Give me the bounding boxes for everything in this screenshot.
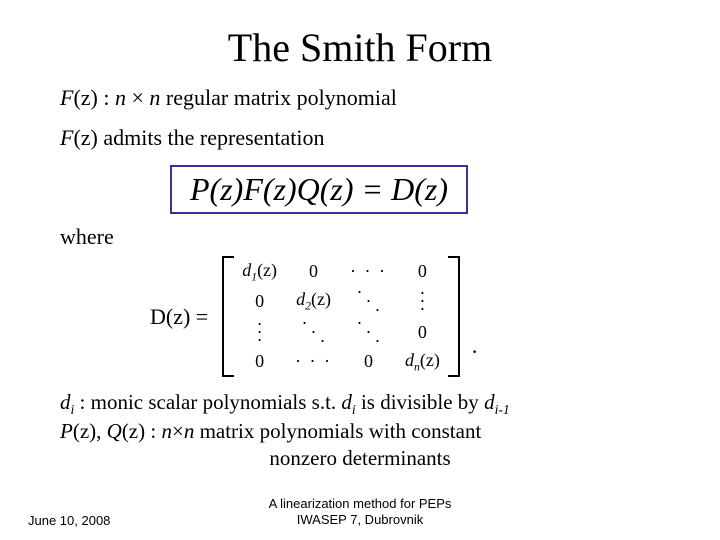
matrix-body: d1(z) 0 · · · 0 0 d2(z) · · · ··· ··· · … (234, 256, 448, 377)
cell-11: d1(z) (242, 260, 277, 284)
cell-34: 0 (418, 322, 427, 343)
arg-z: (z) (73, 85, 97, 110)
x: × (172, 419, 184, 443)
footer-date: June 10, 2008 (28, 513, 110, 528)
where-label: where (60, 224, 660, 250)
footer-mid1: A linearization method for PEPs (269, 496, 452, 511)
cell-44: dn(z) (405, 350, 440, 374)
footer: June 10, 2008 A linearization method for… (0, 496, 720, 529)
sym-n2: n (149, 85, 160, 110)
cell-21: 0 (255, 291, 264, 312)
cell-24: ··· (419, 289, 425, 313)
cell-33: · · · (357, 319, 381, 346)
definitions: di : monic scalar polynomials s.t. di is… (60, 389, 660, 471)
P: P (60, 419, 73, 443)
def-line-3: nonzero determinants (60, 445, 660, 471)
definition-line-2: F(z) admits the representation (60, 125, 660, 151)
di: d (60, 390, 71, 414)
def-line-1: di : monic scalar polynomials s.t. di is… (60, 389, 660, 418)
text-rest2: admits the representation (98, 125, 325, 150)
matrix: d1(z) 0 · · · 0 0 d2(z) · · · ··· ··· · … (222, 256, 460, 377)
arg-z2: (z) (73, 125, 97, 150)
Q: Q (107, 419, 122, 443)
cell-13: · · · (350, 261, 387, 282)
sym-F: F (60, 85, 73, 110)
sym-n1: n (115, 85, 126, 110)
period: . (472, 333, 478, 359)
text-rest: regular matrix polynomial (160, 85, 396, 110)
cell-23: · · · (357, 288, 381, 315)
colon: : (98, 85, 115, 110)
n3: n (161, 419, 172, 443)
cell-41: 0 (255, 351, 264, 372)
di2: d (341, 390, 352, 414)
n4: n (184, 419, 195, 443)
div-text: is divisible by (356, 390, 484, 414)
definition-line-1: F(z) : n × n regular matrix polynomial (60, 85, 660, 111)
bracket-left (222, 256, 234, 377)
mpoly: matrix polynomials with constant (194, 419, 481, 443)
cell-31: ··· (257, 320, 263, 344)
di3: d (484, 390, 495, 414)
cell-42: · · · (295, 351, 332, 372)
bracket-right (448, 256, 460, 377)
dz-row: D(z) = d1(z) 0 · · · 0 0 d2(z) · · · ···… (150, 256, 660, 377)
Pz: (z), (73, 419, 107, 443)
cell-14: 0 (418, 261, 427, 282)
sym-F2: F (60, 125, 73, 150)
di-text: : monic scalar polynomials s.t. (74, 390, 341, 414)
cell-43: 0 (364, 351, 373, 372)
slide-container: The Smith Form F(z) : n × n regular matr… (0, 0, 720, 540)
cell-22: d2(z) (296, 289, 331, 313)
dz-label: D(z) = (150, 304, 208, 330)
Qz: (z) : (122, 419, 162, 443)
cell-32: · · · (302, 319, 326, 346)
footer-mid2: IWASEP 7, Dubrovnik (297, 512, 423, 527)
di3-sub: i-1 (495, 402, 510, 417)
cell-12: 0 (309, 261, 318, 282)
slide-title: The Smith Form (60, 24, 660, 71)
def-line-2: P(z), Q(z) : n×n matrix polynomials with… (60, 418, 660, 444)
equation-box: P(z)F(z)Q(z) = D(z) (170, 165, 468, 214)
times: × (126, 85, 149, 110)
